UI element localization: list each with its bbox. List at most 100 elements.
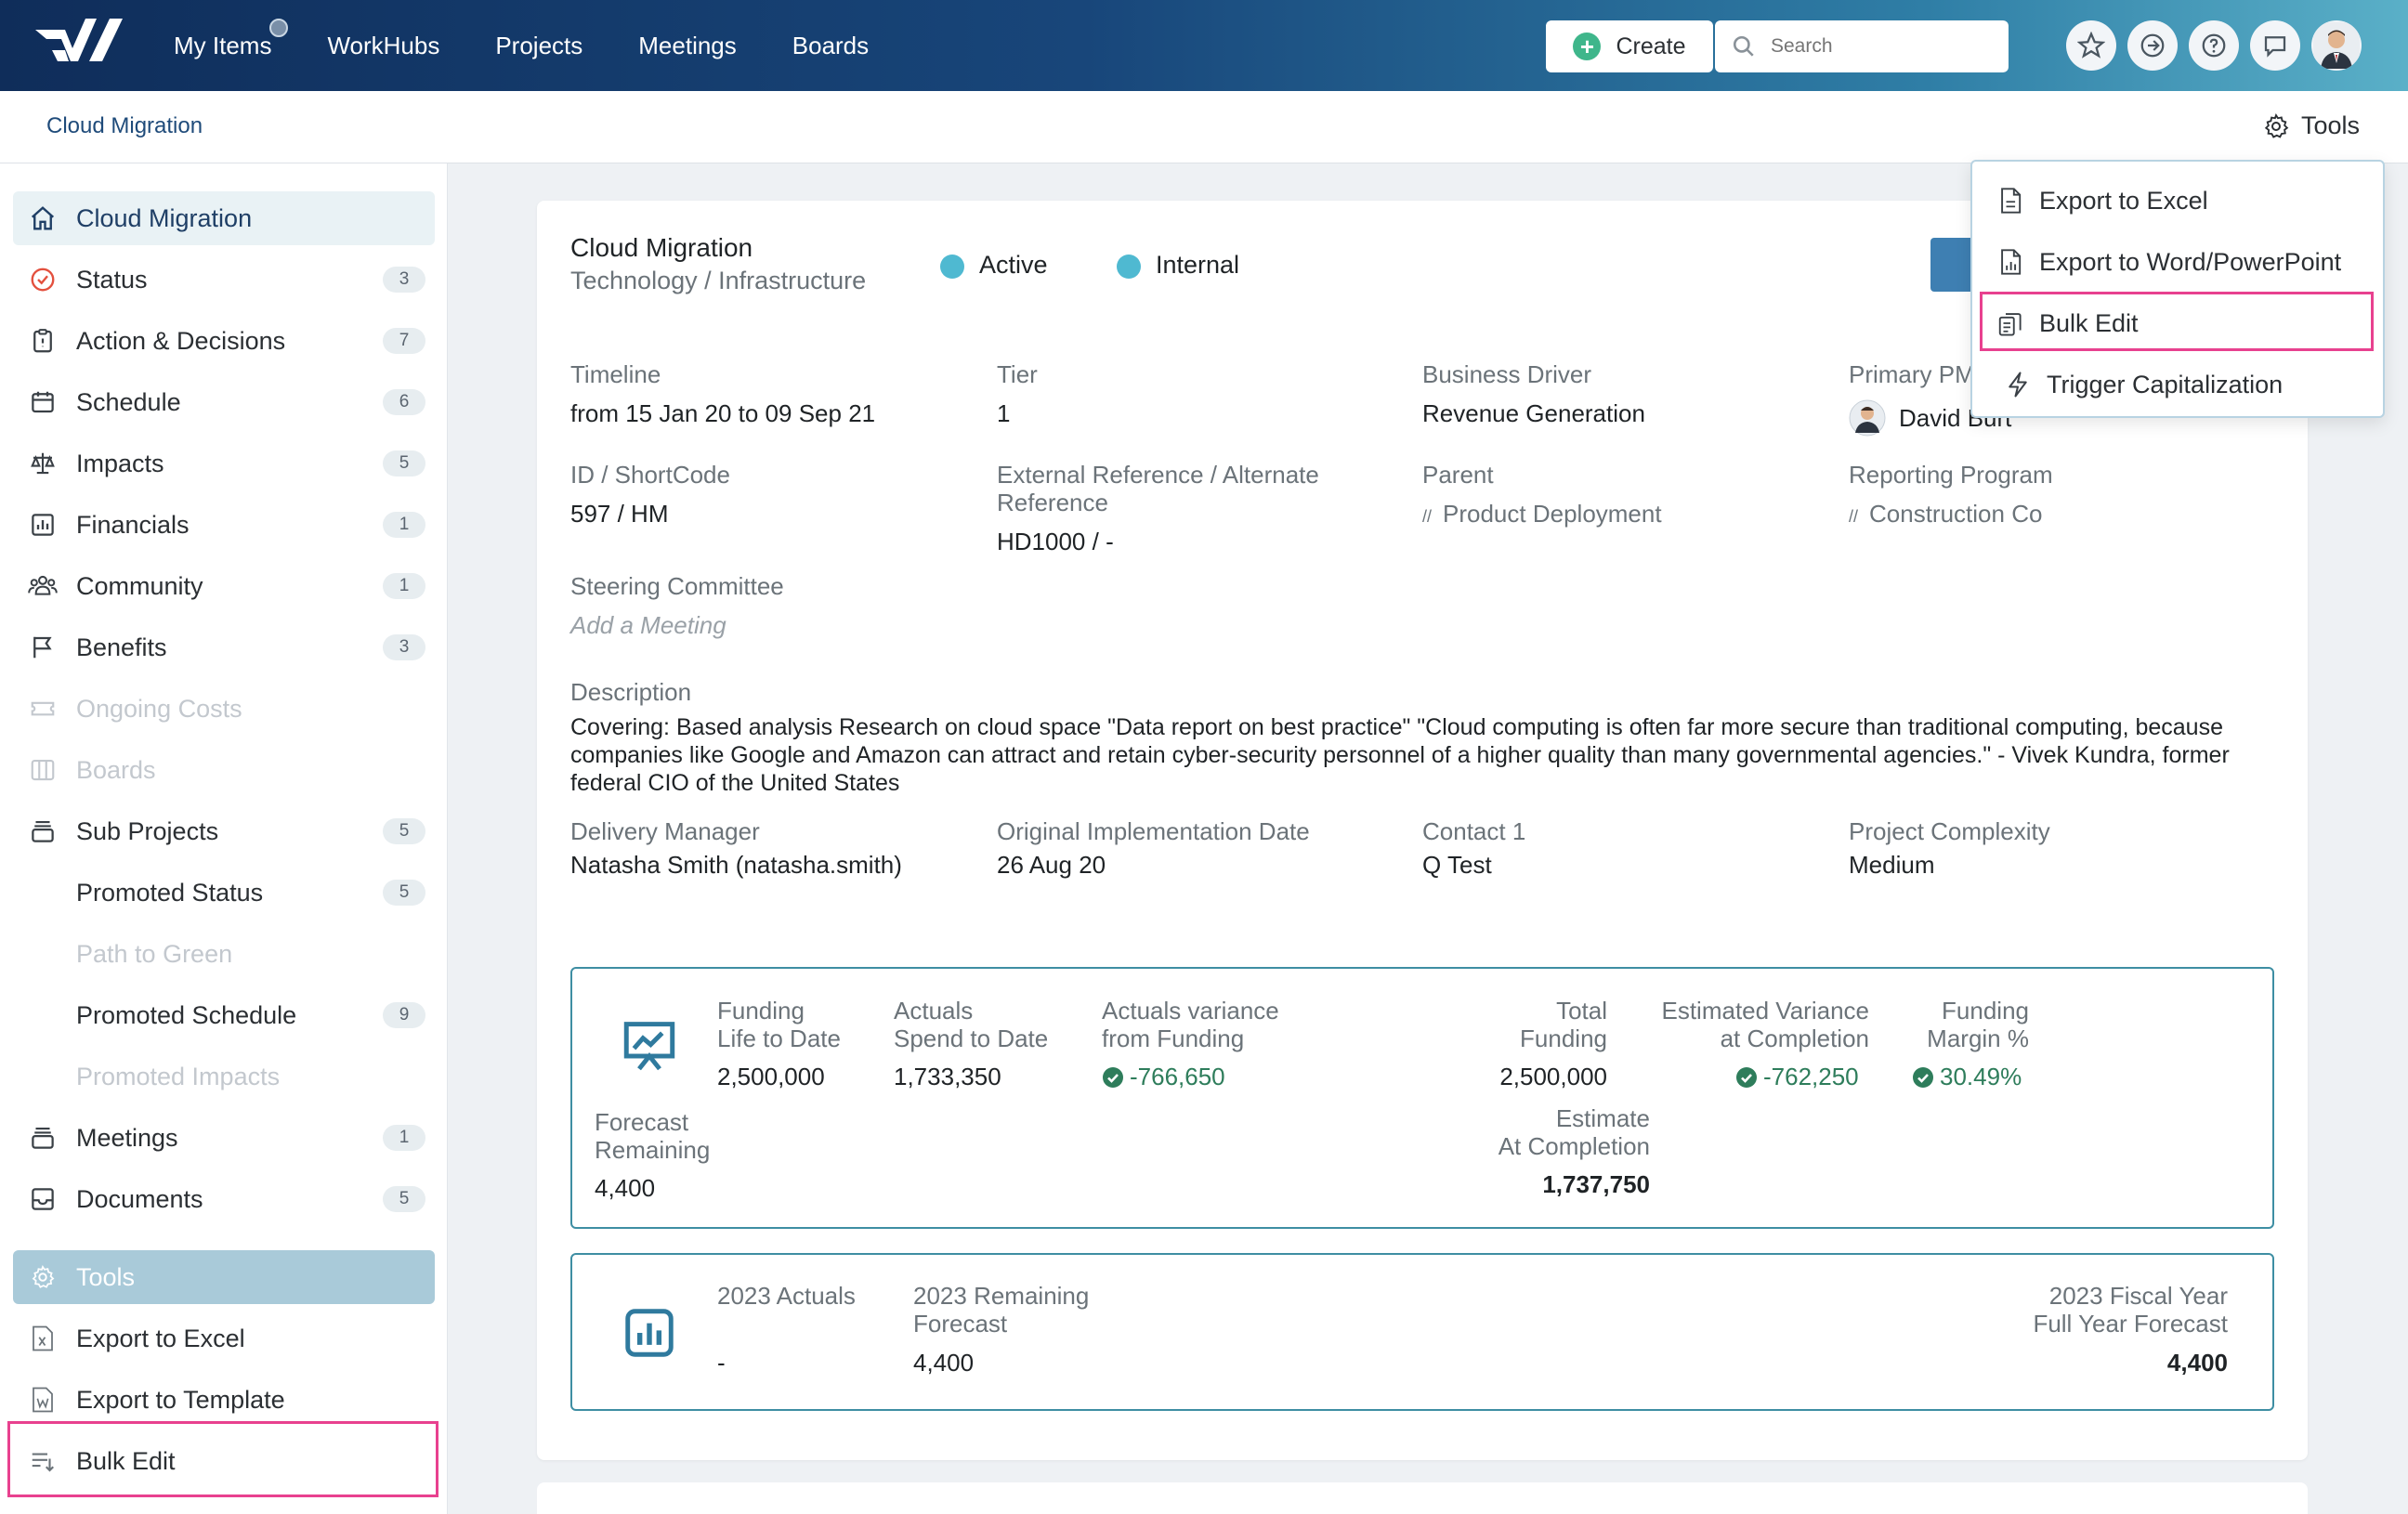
sidebar-item-impacts[interactable]: Impacts 5 bbox=[13, 437, 435, 490]
sidebar-item-promoted-schedule[interactable]: Promoted Schedule 9 bbox=[13, 988, 435, 1042]
scale-icon bbox=[26, 447, 59, 480]
check-circle-icon bbox=[1103, 1066, 1123, 1088]
search-box[interactable] bbox=[1715, 20, 2009, 72]
gear-icon bbox=[2264, 112, 2289, 138]
home-icon bbox=[26, 202, 59, 235]
parent-label: Parent bbox=[1422, 461, 1494, 489]
fiscal-remaining-label: 2023 Remaining bbox=[913, 1282, 1090, 1310]
parent-value[interactable]: // Product Deployment bbox=[1422, 500, 1662, 529]
help-button[interactable] bbox=[2189, 20, 2239, 71]
sidebar-item-label: Promoted Schedule bbox=[76, 1000, 297, 1029]
menu-bulk-edit[interactable]: Bulk Edit bbox=[1995, 297, 2139, 349]
delivery-manager-value: Natasha Smith (natasha.smith) bbox=[570, 851, 902, 879]
total-funding-label-2: Funding bbox=[1520, 1025, 1607, 1052]
sidebar-item-meetings[interactable]: Meetings 1 bbox=[13, 1111, 435, 1165]
sidebar-item-label: Promoted Impacts bbox=[76, 1062, 281, 1090]
sidebar-item-label: Documents bbox=[76, 1184, 203, 1213]
help-icon bbox=[2202, 33, 2226, 58]
calendar-icon bbox=[26, 385, 59, 419]
sidebar-item-community[interactable]: Community 1 bbox=[13, 559, 435, 613]
menu-item-label: Export to Word/PowerPoint bbox=[2039, 247, 2342, 276]
reporting-program-value[interactable]: // Construction Co bbox=[1849, 500, 2042, 529]
app-logo-icon[interactable] bbox=[33, 17, 126, 74]
timeline-label: Timeline bbox=[570, 360, 661, 388]
count-badge: 7 bbox=[383, 328, 425, 354]
primary-pm-label: Primary PM bbox=[1849, 360, 1975, 388]
steering-committee-label: Steering Committee bbox=[570, 572, 784, 600]
nav-boards[interactable]: Boards bbox=[792, 31, 870, 59]
sidebar-item-sub-projects[interactable]: Sub Projects 5 bbox=[13, 804, 435, 858]
sidebar-item-promoted-impacts[interactable]: Promoted Impacts bbox=[13, 1050, 435, 1103]
sidebar: Cloud Migration Status 3 Action & Decisi… bbox=[0, 163, 448, 1514]
sidebar-item-ongoing-costs[interactable]: Ongoing Costs bbox=[13, 682, 435, 736]
nav-meetings[interactable]: Meetings bbox=[638, 31, 737, 59]
visibility-dot-icon bbox=[1117, 254, 1141, 279]
nav-my-items[interactable]: My Items bbox=[174, 18, 289, 60]
create-button[interactable]: + Create bbox=[1546, 20, 1713, 72]
sidebar-bulk-edit[interactable]: Bulk Edit bbox=[13, 1434, 435, 1488]
sign-out-button[interactable] bbox=[2127, 20, 2178, 71]
sidebar-item-overview[interactable]: Cloud Migration bbox=[13, 191, 435, 245]
sidebar-item-documents[interactable]: Documents 5 bbox=[13, 1172, 435, 1226]
actuals-variance-label: Actuals variance bbox=[1102, 997, 1279, 1025]
sidebar-tools-label: Tools bbox=[76, 1262, 136, 1291]
count-badge: 6 bbox=[383, 389, 425, 415]
sidebar-item-financials[interactable]: Financials 1 bbox=[13, 498, 435, 552]
presentation-chart-icon bbox=[623, 1022, 675, 1071]
count-badge: 1 bbox=[383, 573, 425, 599]
menu-export-excel[interactable]: Export to Excel bbox=[1995, 175, 2208, 227]
actuals-variance-label-2: from Funding bbox=[1102, 1025, 1245, 1052]
menu-export-word-powerpoint[interactable]: Export to Word/PowerPoint bbox=[1995, 236, 2341, 288]
gear-icon bbox=[26, 1260, 59, 1294]
inbox-icon bbox=[26, 1182, 59, 1216]
favorites-button[interactable] bbox=[2066, 20, 2116, 71]
link-slash-icon: // bbox=[1422, 507, 1433, 526]
count-badge: 1 bbox=[383, 1125, 425, 1151]
sidebar-tool-label: Bulk Edit bbox=[76, 1446, 176, 1475]
nav-projects[interactable]: Projects bbox=[495, 31, 583, 59]
sidebar-item-promoted-status[interactable]: Promoted Status 5 bbox=[13, 866, 435, 920]
menu-trigger-capitalization[interactable]: Trigger Capitalization bbox=[2002, 359, 2283, 411]
tools-menu-button[interactable]: Tools bbox=[2262, 111, 2360, 140]
link-slash-icon: // bbox=[1849, 507, 1859, 526]
funding-ltd-label: Funding bbox=[717, 997, 805, 1025]
sidebar-item-schedule[interactable]: Schedule 6 bbox=[13, 375, 435, 429]
clipboard-icon bbox=[26, 324, 59, 358]
tier-label: Tier bbox=[997, 360, 1038, 388]
estimated-variance-label-2: at Completion bbox=[1720, 1025, 1869, 1052]
sidebar-item-status[interactable]: Status 3 bbox=[13, 253, 435, 307]
original-implementation-label: Original Implementation Date bbox=[997, 817, 1310, 845]
sidebar-item-label: Financials bbox=[76, 510, 190, 539]
user-avatar[interactable] bbox=[2311, 20, 2362, 71]
sidebar-item-label: Boards bbox=[76, 755, 156, 784]
sidebar-item-boards[interactable]: Boards bbox=[13, 743, 435, 797]
add-meeting-link[interactable]: Add a Meeting bbox=[570, 611, 726, 639]
sidebar-item-actions[interactable]: Action & Decisions 7 bbox=[13, 314, 435, 368]
chat-button[interactable] bbox=[2250, 20, 2300, 71]
actuals-label: Actuals bbox=[894, 997, 974, 1025]
people-icon bbox=[26, 569, 59, 603]
sidebar-tools-header[interactable]: Tools bbox=[13, 1250, 435, 1304]
sidebar-item-benefits[interactable]: Benefits 3 bbox=[13, 620, 435, 674]
business-driver-label: Business Driver bbox=[1422, 360, 1592, 388]
nav-workhubs[interactable]: WorkHubs bbox=[327, 31, 440, 59]
sidebar-bulk-edit-highlight bbox=[7, 1421, 438, 1497]
eac-label-2: At Completion bbox=[1498, 1132, 1650, 1160]
breadcrumb-bar: Cloud Migration Tools bbox=[0, 91, 2408, 163]
fiscal-actuals-label: 2023 Actuals bbox=[717, 1282, 856, 1310]
meetings-icon bbox=[26, 1121, 59, 1155]
funding-margin-value: 30.49% bbox=[1912, 1063, 2022, 1091]
count-badge: 3 bbox=[383, 267, 425, 293]
sidebar-item-path-to-green[interactable]: Path to Green bbox=[13, 927, 435, 981]
sidebar-export-excel[interactable]: Export to Excel bbox=[13, 1312, 435, 1365]
user-avatar-icon bbox=[2313, 22, 2360, 69]
funding-ltd-label-2: Life to Date bbox=[717, 1025, 841, 1052]
breadcrumb[interactable]: Cloud Migration bbox=[46, 113, 203, 138]
sign-out-icon bbox=[2140, 33, 2165, 58]
sidebar-item-label: Promoted Status bbox=[76, 878, 264, 907]
total-funding-value: 2,500,000 bbox=[1499, 1063, 1607, 1090]
sidebar-tool-label: Export to Excel bbox=[76, 1324, 245, 1352]
search-input[interactable] bbox=[1771, 35, 1994, 58]
menu-bulk-edit-highlight bbox=[1980, 292, 2374, 351]
sidebar-export-template[interactable]: Export to Template bbox=[13, 1373, 435, 1427]
